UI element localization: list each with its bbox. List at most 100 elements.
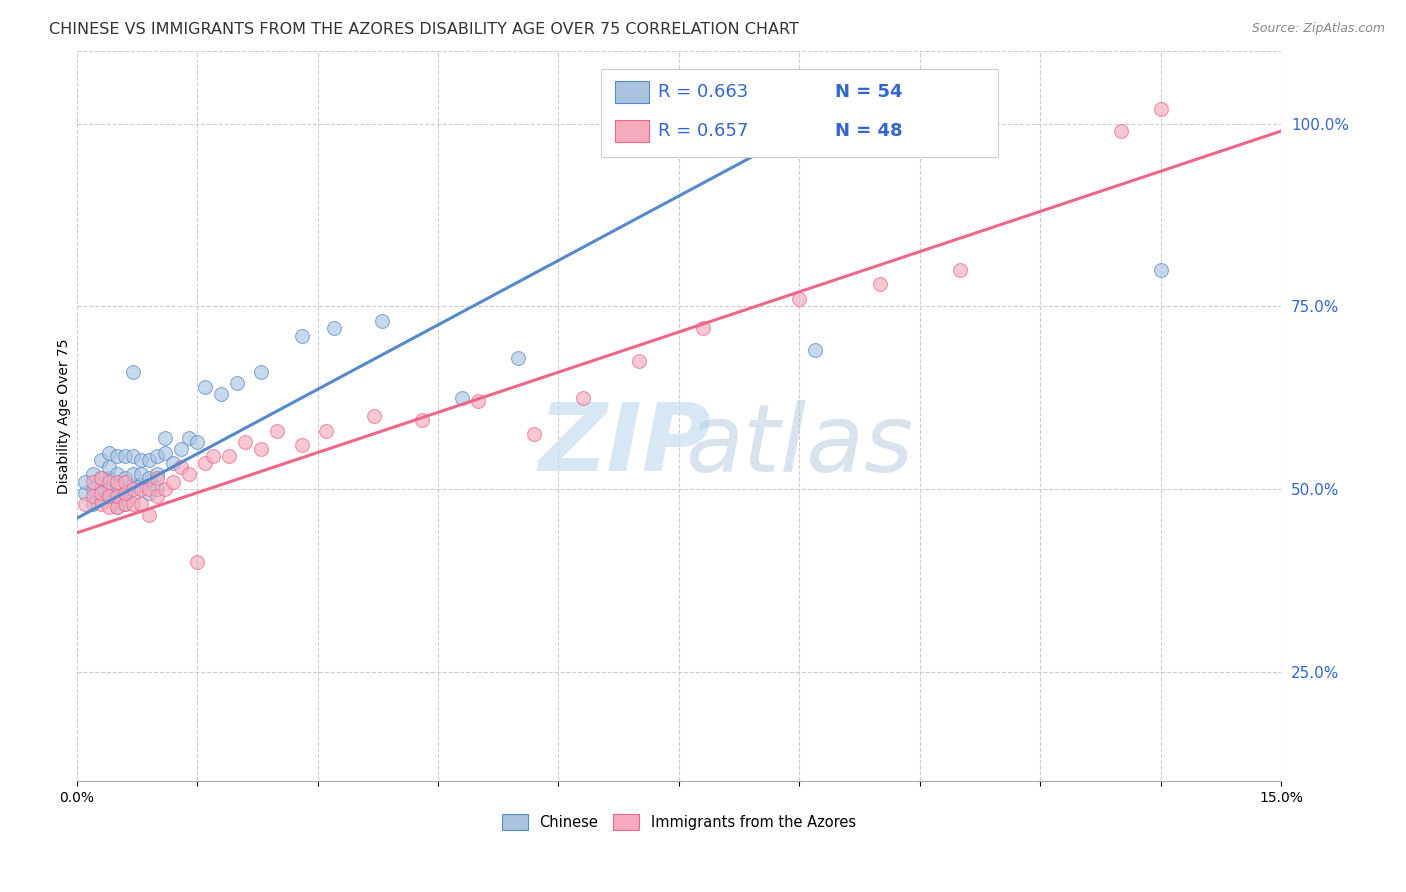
Point xyxy=(153,431,176,445)
Point xyxy=(97,482,120,496)
Point xyxy=(138,453,160,467)
Point xyxy=(129,482,152,496)
Point xyxy=(90,471,112,485)
Point xyxy=(114,497,136,511)
Point xyxy=(218,449,240,463)
Point xyxy=(411,412,433,426)
Point xyxy=(97,489,120,503)
Point xyxy=(82,475,104,489)
Point xyxy=(97,489,120,503)
Point xyxy=(73,475,96,489)
Point xyxy=(82,497,104,511)
Point xyxy=(627,354,650,368)
Point xyxy=(789,292,811,306)
Point xyxy=(804,343,827,358)
Point xyxy=(73,497,96,511)
Point xyxy=(122,497,145,511)
Point xyxy=(194,457,217,471)
FancyBboxPatch shape xyxy=(600,69,998,157)
Point xyxy=(363,409,385,423)
Point xyxy=(90,493,112,508)
Point xyxy=(179,431,201,445)
Point xyxy=(122,467,145,482)
Point xyxy=(97,475,120,489)
Point xyxy=(153,445,176,459)
Point xyxy=(138,508,160,522)
Point xyxy=(162,475,184,489)
Y-axis label: Disability Age Over 75: Disability Age Over 75 xyxy=(58,338,72,494)
Point xyxy=(170,442,193,456)
Point xyxy=(1150,102,1173,116)
Point xyxy=(129,478,152,492)
Point xyxy=(226,376,249,391)
Point xyxy=(114,471,136,485)
Point xyxy=(129,497,152,511)
FancyBboxPatch shape xyxy=(614,81,648,103)
Point xyxy=(82,467,104,482)
Point xyxy=(105,449,128,463)
Point xyxy=(692,321,714,335)
Point xyxy=(90,497,112,511)
Point xyxy=(97,445,120,459)
Point xyxy=(97,500,120,515)
Point xyxy=(105,467,128,482)
Point xyxy=(233,434,256,449)
Point xyxy=(146,467,169,482)
Text: atlas: atlas xyxy=(685,400,914,491)
Point xyxy=(129,453,152,467)
Point xyxy=(105,489,128,503)
Point xyxy=(869,277,891,292)
Point xyxy=(250,365,273,379)
Point xyxy=(97,471,120,485)
Point xyxy=(371,314,394,328)
Text: ZIP: ZIP xyxy=(538,400,711,491)
Point xyxy=(186,555,208,569)
Point xyxy=(90,485,112,500)
Point xyxy=(146,489,169,503)
Point xyxy=(523,427,546,442)
Point xyxy=(82,482,104,496)
Point xyxy=(162,457,184,471)
Point xyxy=(114,497,136,511)
Point xyxy=(90,453,112,467)
Text: CHINESE VS IMMIGRANTS FROM THE AZORES DISABILITY AGE OVER 75 CORRELATION CHART: CHINESE VS IMMIGRANTS FROM THE AZORES DI… xyxy=(49,22,799,37)
FancyBboxPatch shape xyxy=(614,120,648,142)
Point xyxy=(186,434,208,449)
Text: R = 0.663: R = 0.663 xyxy=(658,83,748,102)
Point xyxy=(451,391,474,405)
Point xyxy=(82,489,104,503)
Point xyxy=(179,467,201,482)
Point xyxy=(170,460,193,475)
Point xyxy=(146,449,169,463)
Point xyxy=(290,438,312,452)
Point xyxy=(122,482,145,496)
Point xyxy=(105,500,128,515)
Point xyxy=(571,391,593,405)
Point xyxy=(105,475,128,489)
Point xyxy=(322,321,344,335)
Point xyxy=(90,471,112,485)
Point xyxy=(315,424,337,438)
Point xyxy=(129,467,152,482)
Point xyxy=(122,478,145,492)
Text: Source: ZipAtlas.com: Source: ZipAtlas.com xyxy=(1251,22,1385,36)
Text: N = 54: N = 54 xyxy=(835,83,903,102)
Point xyxy=(266,424,288,438)
Point xyxy=(114,485,136,500)
Point xyxy=(194,380,217,394)
Point xyxy=(138,471,160,485)
Point xyxy=(153,482,176,496)
Point xyxy=(209,387,232,401)
Point xyxy=(105,489,128,503)
Point xyxy=(949,263,972,277)
Point xyxy=(114,485,136,500)
Point xyxy=(508,351,530,365)
Point xyxy=(105,500,128,515)
Point xyxy=(73,485,96,500)
Legend: Chinese, Immigrants from the Azores: Chinese, Immigrants from the Azores xyxy=(496,808,862,836)
Point xyxy=(138,482,160,496)
Point xyxy=(1150,263,1173,277)
Text: R = 0.657: R = 0.657 xyxy=(658,122,749,140)
Point xyxy=(105,478,128,492)
Point xyxy=(138,485,160,500)
